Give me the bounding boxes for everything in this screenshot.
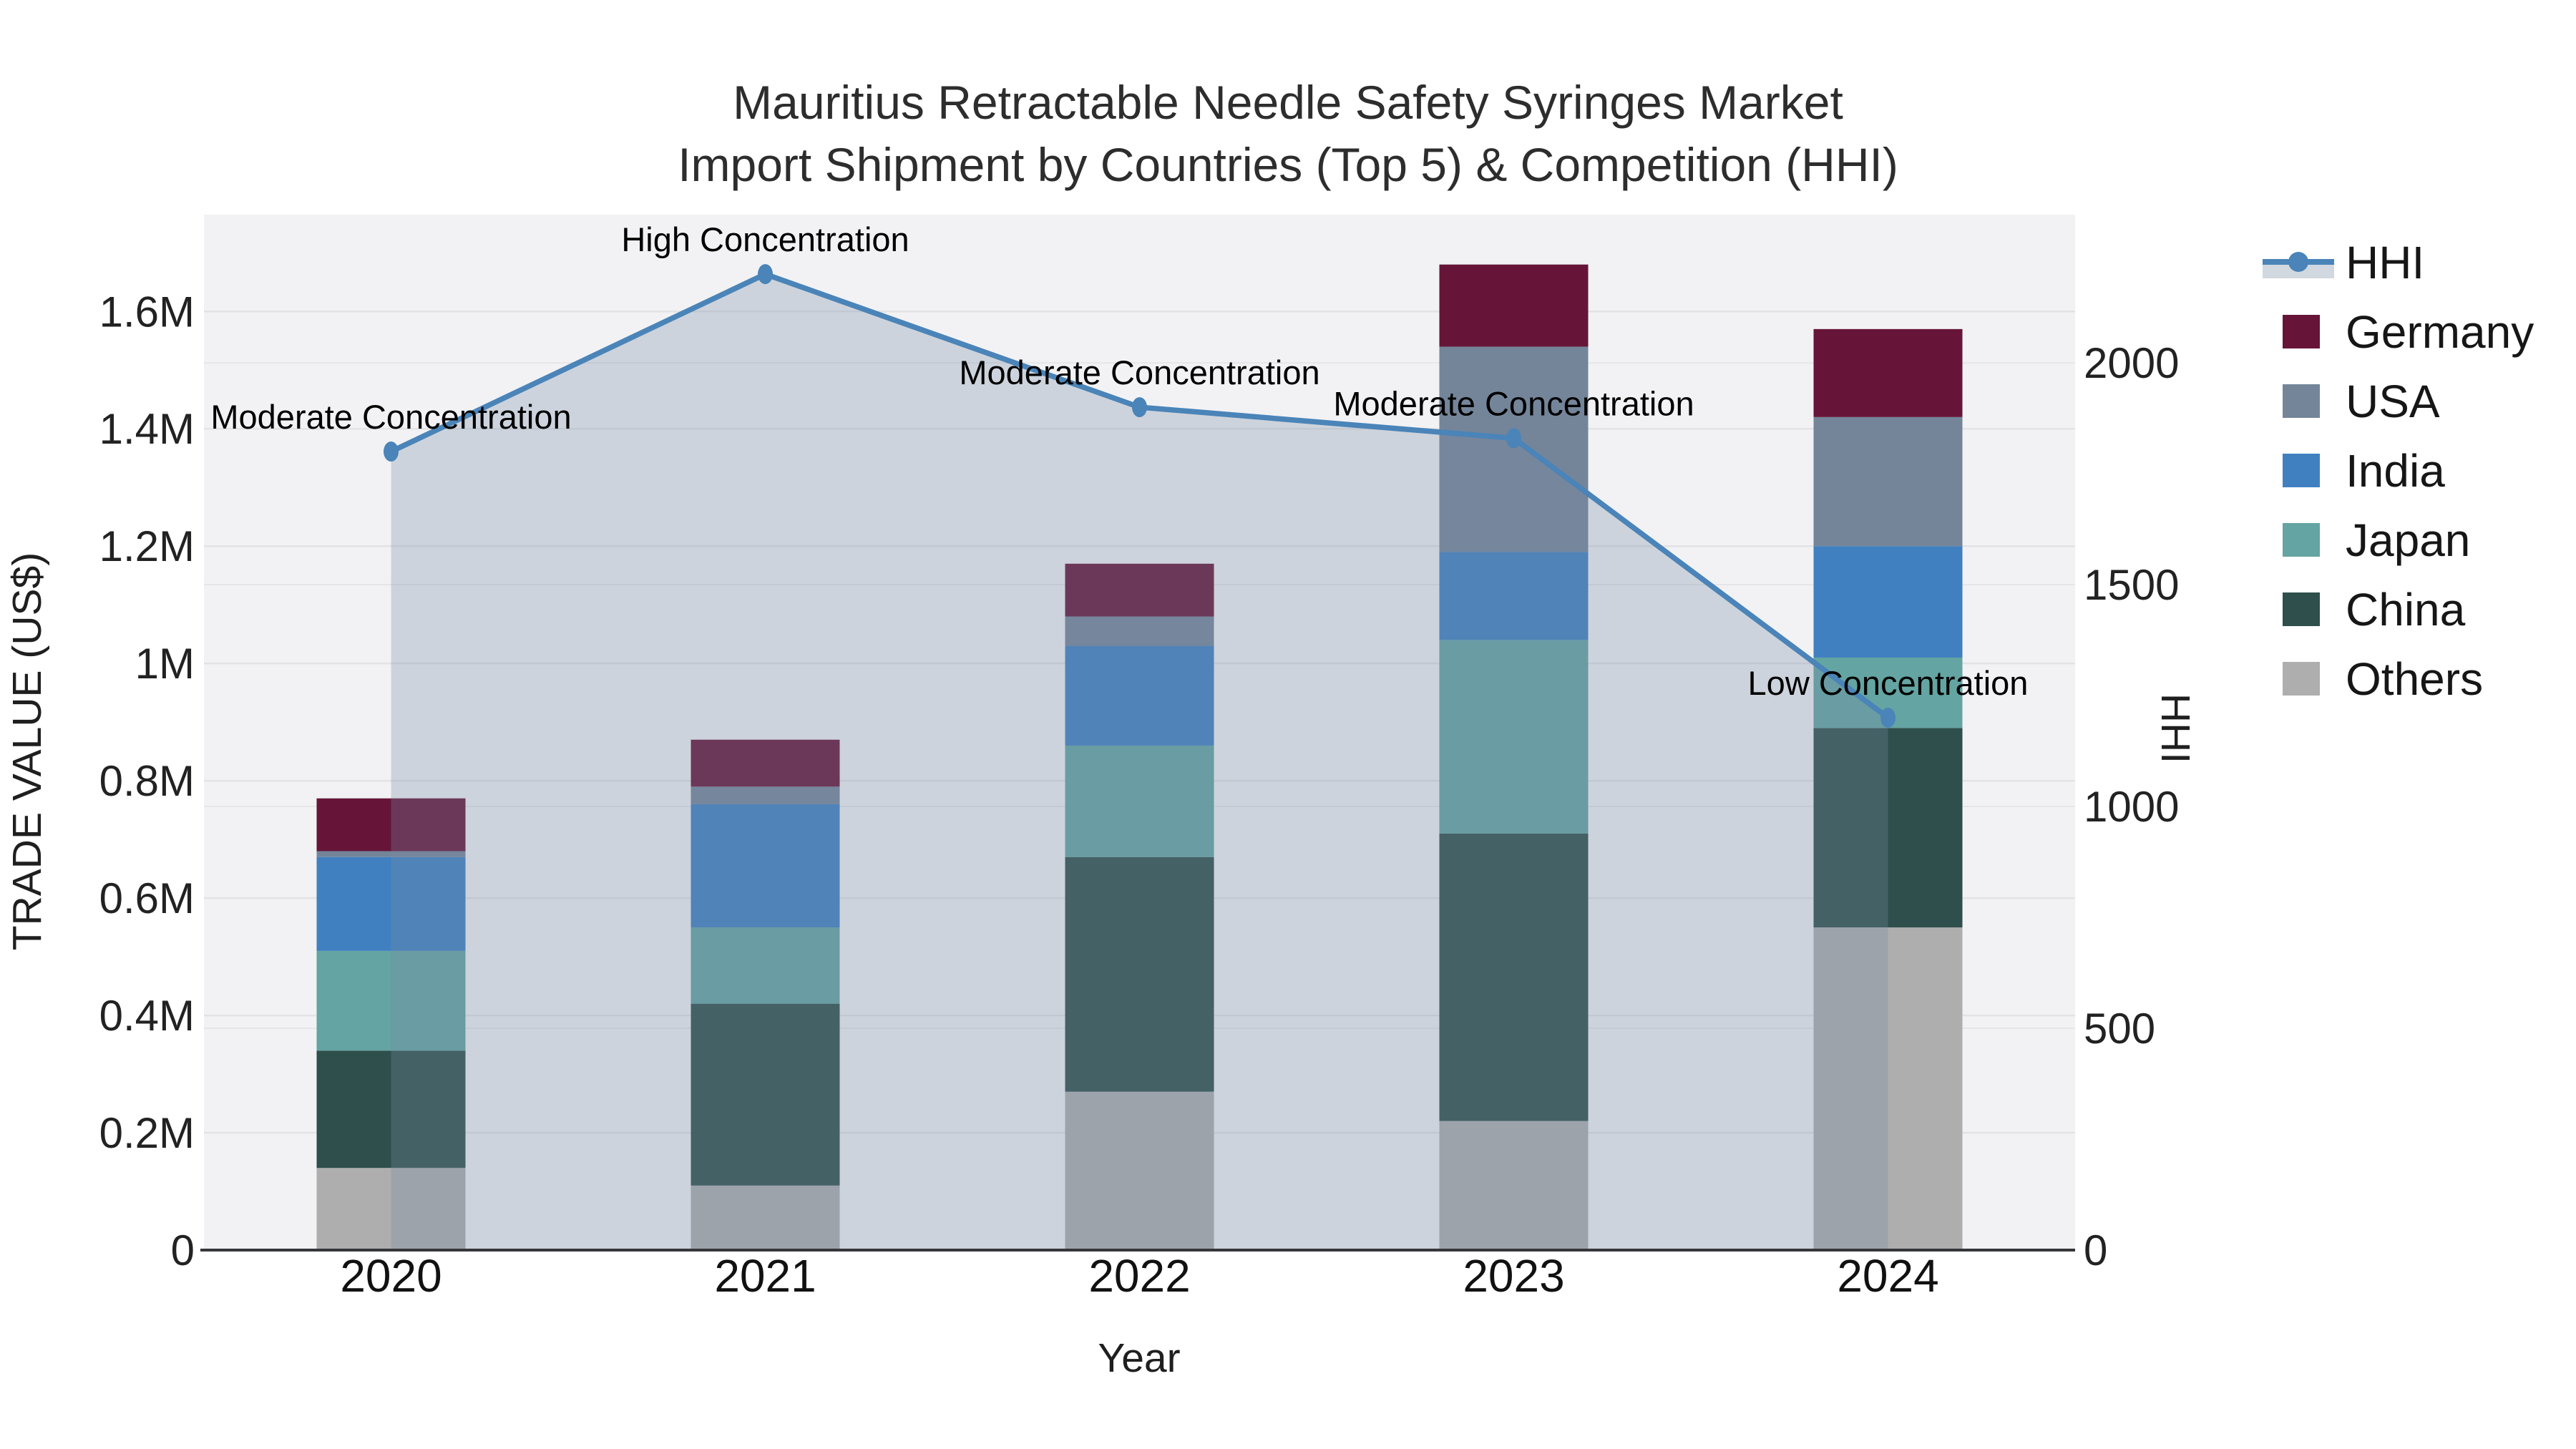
legend-item-others[interactable]: Others — [2261, 644, 2534, 713]
legend-label: HHI — [2346, 236, 2425, 288]
y-axis-title-left: TRADE VALUE (US$) — [4, 552, 50, 951]
x-tick-2022: 2022 — [1088, 1250, 1190, 1302]
legend-item-japan[interactable]: Japan — [2261, 505, 2534, 575]
color-swatch-icon — [2261, 436, 2336, 505]
x-tick-2024: 2024 — [1837, 1250, 1938, 1302]
hhi-marker-sample — [2288, 252, 2308, 272]
y-left-tick-0.8M: 0.8M — [99, 757, 195, 805]
bar-segment-usa-2021[interactable] — [691, 786, 840, 804]
hhi-marker-2024[interactable] — [1880, 708, 1896, 728]
bar-segment-india-2024[interactable] — [1813, 546, 1963, 658]
hhi-annotation-2020: Moderate Concentration — [210, 398, 571, 436]
hhi-area-fill — [391, 274, 1888, 1250]
swatch-japan — [2283, 523, 2320, 557]
legend-label: USA — [2346, 375, 2440, 427]
y-right-tick-500: 500 — [2084, 1005, 2155, 1053]
bar-segment-usa-2022[interactable] — [1065, 616, 1214, 646]
y-right-tick-0: 0 — [2084, 1226, 2107, 1274]
x-tick-2021: 2021 — [714, 1250, 816, 1302]
legend-label: Others — [2346, 653, 2484, 705]
swatch-india — [2283, 454, 2320, 487]
bar-segment-india-2021[interactable] — [691, 804, 840, 928]
color-swatch-icon — [2261, 297, 2336, 366]
bar-segment-china-2020[interactable] — [316, 1050, 466, 1169]
y-left-tick-1.2M: 1.2M — [99, 522, 195, 570]
swatch-usa — [2283, 384, 2320, 418]
bar-segment-japan-2020[interactable] — [316, 950, 466, 1051]
y-right-tick-1500: 1500 — [2084, 561, 2179, 609]
y-left-tick-1.4M: 1.4M — [99, 405, 195, 453]
hhi-annotation-2023: Moderate Concentration — [1333, 384, 1694, 422]
y-left-tick-0: 0 — [171, 1226, 195, 1274]
legend-label: Germany — [2346, 306, 2534, 358]
bar-segment-germany-2024[interactable] — [1813, 328, 1963, 417]
x-tick-2023: 2023 — [1463, 1250, 1564, 1302]
hhi-annotation-2024: Low Concentration — [1748, 664, 2029, 702]
bar-segment-others-2022[interactable] — [1065, 1091, 1214, 1250]
color-swatch-icon — [2261, 366, 2336, 436]
bar-segment-others-2023[interactable] — [1439, 1121, 1589, 1250]
bar-segment-japan-2023[interactable] — [1439, 640, 1589, 834]
hhi-marker-2021[interactable] — [758, 264, 773, 285]
chart-title: Mauritius Retractable Needle Safety Syri… — [0, 72, 2576, 196]
y-left-tick-0.2M: 0.2M — [99, 1109, 195, 1157]
bar-segment-china-2023[interactable] — [1439, 833, 1589, 1121]
bar-segment-india-2022[interactable] — [1065, 645, 1214, 746]
bar-segment-japan-2021[interactable] — [691, 927, 840, 1004]
legend-item-usa[interactable]: USA — [2261, 366, 2534, 436]
legend-label: China — [2346, 583, 2466, 635]
y-left-tick-0.4M: 0.4M — [99, 992, 195, 1040]
x-axis-title: Year — [1098, 1335, 1181, 1381]
chart-title-line2: Import Shipment by Countries (Top 5) & C… — [678, 138, 1898, 192]
legend-label: India — [2346, 444, 2445, 497]
bar-segment-china-2021[interactable] — [691, 1003, 840, 1186]
y-left-tick-1.6M: 1.6M — [99, 288, 195, 336]
swatch-others — [2283, 662, 2320, 696]
y-axis-title-right: HHI — [2152, 693, 2198, 764]
bar-segment-germany-2023[interactable] — [1439, 264, 1589, 347]
bar-segment-germany-2022[interactable] — [1065, 563, 1214, 617]
color-swatch-icon — [2261, 644, 2336, 713]
chart-title-line1: Mauritius Retractable Needle Safety Syri… — [733, 76, 1843, 129]
hhi-line-sample-icon — [2261, 228, 2336, 297]
y-left-tick-1M: 1M — [135, 640, 195, 688]
bar-segment-usa-2023[interactable] — [1439, 346, 1589, 552]
y-right-tick-1000: 1000 — [2084, 783, 2179, 831]
bar-segment-usa-2024[interactable] — [1813, 416, 1963, 547]
bar-segment-china-2024[interactable] — [1813, 728, 1963, 928]
bar-segment-japan-2022[interactable] — [1065, 745, 1214, 857]
legend-item-china[interactable]: China — [2261, 575, 2534, 644]
bar-segment-india-2023[interactable] — [1439, 552, 1589, 640]
swatch-china — [2283, 592, 2320, 626]
x-tick-2020: 2020 — [340, 1250, 441, 1302]
hhi-annotation-2022: Moderate Concentration — [959, 353, 1319, 391]
legend-item-hhi[interactable]: HHI — [2261, 228, 2534, 297]
bar-segment-others-2021[interactable] — [691, 1185, 840, 1250]
hhi-marker-2020[interactable] — [384, 441, 399, 462]
legend-item-germany[interactable]: Germany — [2261, 297, 2534, 366]
hhi-marker-2023[interactable] — [1506, 428, 1521, 449]
bar-segment-china-2022[interactable] — [1065, 857, 1214, 1092]
legend: HHI Germany USA India Japan China Others — [2261, 228, 2534, 713]
y-left-tick-0.6M: 0.6M — [99, 874, 195, 922]
bar-segment-others-2024[interactable] — [1813, 927, 1963, 1250]
color-swatch-icon — [2261, 575, 2336, 644]
bar-segment-others-2020[interactable] — [316, 1168, 466, 1250]
bar-segment-germany-2020[interactable] — [316, 798, 466, 852]
swatch-germany — [2283, 315, 2320, 348]
legend-item-india[interactable]: India — [2261, 436, 2534, 505]
hhi-marker-2022[interactable] — [1132, 397, 1147, 418]
color-swatch-icon — [2261, 505, 2336, 575]
hhi-annotation-2021: High Concentration — [621, 220, 909, 258]
bar-segment-india-2020[interactable] — [316, 857, 466, 951]
bar-segment-usa-2020[interactable] — [316, 851, 466, 857]
y-right-tick-2000: 2000 — [2084, 339, 2179, 387]
bar-segment-germany-2021[interactable] — [691, 739, 840, 787]
legend-label: Japan — [2346, 514, 2471, 566]
